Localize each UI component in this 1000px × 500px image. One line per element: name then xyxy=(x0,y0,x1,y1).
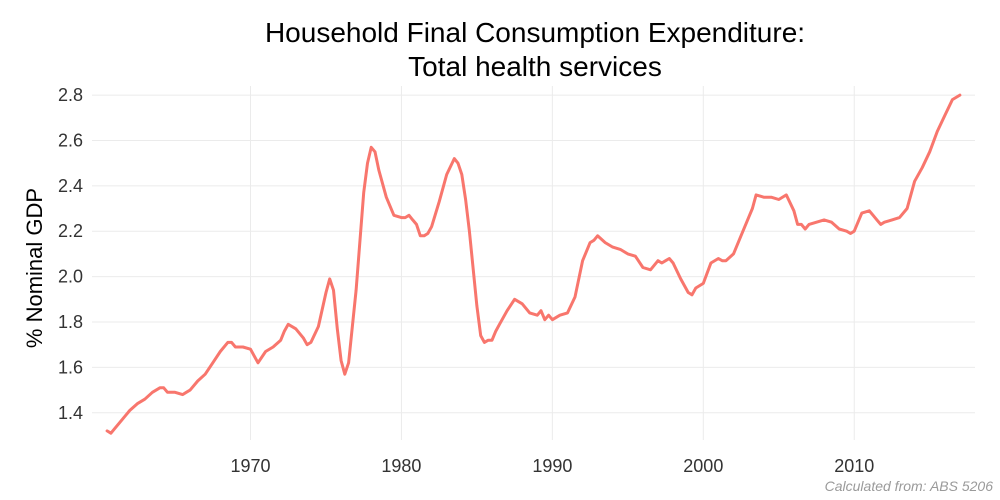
y-tick-label: 2.6 xyxy=(58,130,83,150)
chart-caption: Calculated from: ABS 5206 xyxy=(825,478,994,494)
series-layer xyxy=(105,93,962,435)
y-tick-label: 1.6 xyxy=(58,357,83,377)
y-tick-label: 2.0 xyxy=(58,267,83,287)
x-tick-label: 2000 xyxy=(683,456,723,476)
y-tick-label: 2.2 xyxy=(58,221,83,241)
grid-lines xyxy=(92,86,975,440)
y-axis-ticks: 1.4 1.6 1.8 2.0 2.2 2.4 2.6 2.8 xyxy=(58,85,83,423)
x-tick-label: 1990 xyxy=(532,456,572,476)
x-axis-ticks: 1970 1980 1990 2000 2010 xyxy=(230,456,874,476)
chart-title-line-2: Total health services xyxy=(408,51,662,82)
chart-title-line-1: Household Final Consumption Expenditure: xyxy=(265,17,805,48)
y-tick-label: 1.4 xyxy=(58,403,83,423)
y-tick-label: 2.8 xyxy=(58,85,83,105)
x-tick-label: 1970 xyxy=(230,456,270,476)
x-tick-label: 2010 xyxy=(834,456,874,476)
y-tick-label: 2.4 xyxy=(58,176,83,196)
y-axis-label: % Nominal GDP xyxy=(22,188,47,348)
y-tick-label: 1.8 xyxy=(58,312,83,332)
x-tick-label: 1980 xyxy=(381,456,421,476)
series-line xyxy=(105,93,962,435)
